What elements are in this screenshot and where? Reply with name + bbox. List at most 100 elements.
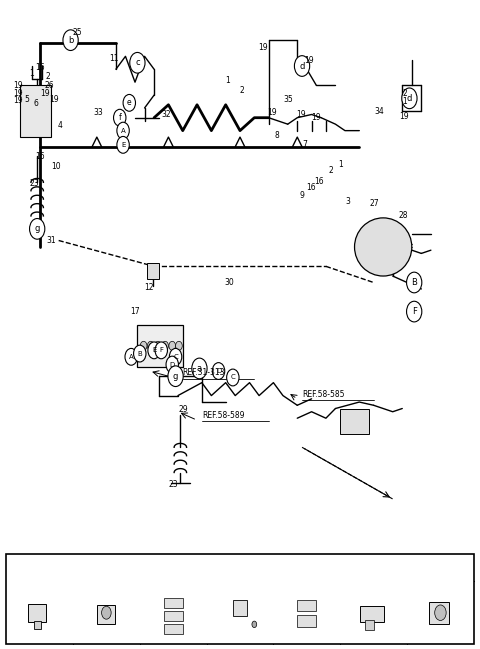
- Circle shape: [402, 88, 417, 108]
- Text: 19: 19: [49, 95, 59, 104]
- Circle shape: [140, 341, 147, 350]
- Text: B: B: [411, 278, 417, 287]
- Text: B: B: [137, 350, 142, 356]
- Text: e: e: [286, 565, 290, 570]
- Text: d: d: [300, 62, 305, 71]
- Circle shape: [117, 136, 129, 153]
- Text: 16: 16: [35, 152, 45, 161]
- Circle shape: [169, 341, 176, 350]
- Circle shape: [81, 558, 95, 576]
- Bar: [297, 615, 316, 627]
- Text: 19: 19: [13, 81, 23, 90]
- Text: 23: 23: [29, 179, 39, 188]
- Text: 11: 11: [109, 54, 118, 63]
- Text: 19: 19: [13, 89, 23, 97]
- Text: REF.31-313: REF.31-313: [183, 369, 225, 378]
- Text: 30: 30: [225, 278, 234, 287]
- Bar: [164, 624, 183, 634]
- Circle shape: [155, 342, 168, 359]
- Text: 3: 3: [345, 197, 350, 206]
- Circle shape: [192, 358, 207, 379]
- Circle shape: [212, 363, 225, 380]
- Text: 18: 18: [233, 559, 243, 568]
- Circle shape: [176, 341, 182, 350]
- Text: 33: 33: [93, 108, 103, 117]
- Circle shape: [162, 341, 168, 350]
- Text: 4: 4: [58, 121, 62, 130]
- Bar: [34, 621, 41, 629]
- Circle shape: [155, 341, 161, 350]
- Circle shape: [348, 558, 361, 576]
- Text: 28: 28: [398, 212, 408, 221]
- Text: A: A: [120, 128, 125, 134]
- Text: F: F: [159, 347, 163, 353]
- Text: REF.58-585: REF.58-585: [302, 390, 345, 399]
- Circle shape: [117, 122, 129, 139]
- Bar: [97, 605, 115, 624]
- Text: 5: 5: [24, 95, 29, 104]
- Text: f: f: [119, 113, 121, 122]
- Text: g: g: [35, 225, 40, 234]
- Text: 19: 19: [13, 97, 23, 105]
- Circle shape: [147, 341, 154, 350]
- Circle shape: [148, 558, 161, 576]
- Bar: [164, 611, 183, 621]
- Text: 1: 1: [338, 160, 343, 169]
- Text: 23: 23: [168, 480, 178, 489]
- Text: C: C: [173, 354, 178, 360]
- Text: E: E: [152, 347, 156, 353]
- Text: 19: 19: [304, 56, 314, 66]
- Text: c: c: [135, 58, 140, 67]
- Bar: [297, 600, 316, 611]
- Text: a: a: [19, 565, 23, 570]
- Circle shape: [125, 349, 137, 365]
- Text: d: d: [407, 94, 412, 103]
- Circle shape: [415, 558, 429, 576]
- Bar: [28, 604, 46, 622]
- Text: 34: 34: [374, 106, 384, 116]
- Text: 16: 16: [314, 177, 324, 186]
- Text: 9: 9: [300, 191, 304, 200]
- Text: a: a: [197, 364, 202, 373]
- Ellipse shape: [355, 218, 412, 276]
- Circle shape: [14, 558, 27, 576]
- Text: 2: 2: [328, 166, 333, 175]
- Text: 16: 16: [306, 183, 315, 192]
- Bar: [429, 602, 449, 624]
- Text: 19: 19: [40, 89, 50, 97]
- Circle shape: [435, 605, 446, 620]
- Text: 6: 6: [34, 99, 39, 108]
- Text: 25: 25: [72, 28, 82, 37]
- Text: 31: 31: [47, 236, 56, 245]
- Text: 1: 1: [402, 97, 407, 106]
- Circle shape: [63, 30, 78, 51]
- Text: g: g: [420, 565, 424, 570]
- Text: 8: 8: [275, 130, 279, 140]
- Text: 21: 21: [432, 563, 442, 572]
- Text: f: f: [354, 565, 356, 570]
- Bar: [137, 324, 183, 367]
- Text: 10: 10: [51, 162, 61, 171]
- Text: 19: 19: [312, 113, 321, 122]
- Text: A: A: [129, 354, 133, 360]
- Circle shape: [407, 272, 422, 293]
- Bar: [6, 554, 474, 644]
- Text: 2: 2: [402, 89, 407, 97]
- Circle shape: [281, 558, 295, 576]
- Text: 27: 27: [370, 199, 379, 208]
- Text: 19: 19: [399, 112, 408, 121]
- Text: e: e: [127, 99, 132, 107]
- Text: 24: 24: [165, 563, 175, 572]
- Text: 35: 35: [283, 95, 293, 104]
- Text: 14: 14: [299, 563, 308, 572]
- Text: 20: 20: [365, 563, 375, 572]
- Text: b: b: [85, 565, 90, 570]
- Text: 19: 19: [296, 110, 306, 119]
- Bar: [147, 263, 159, 279]
- Text: 7: 7: [302, 140, 307, 149]
- Circle shape: [166, 356, 179, 373]
- Text: 2: 2: [46, 72, 50, 81]
- Text: d: d: [219, 565, 224, 570]
- Circle shape: [169, 349, 182, 365]
- Text: 17: 17: [130, 307, 140, 316]
